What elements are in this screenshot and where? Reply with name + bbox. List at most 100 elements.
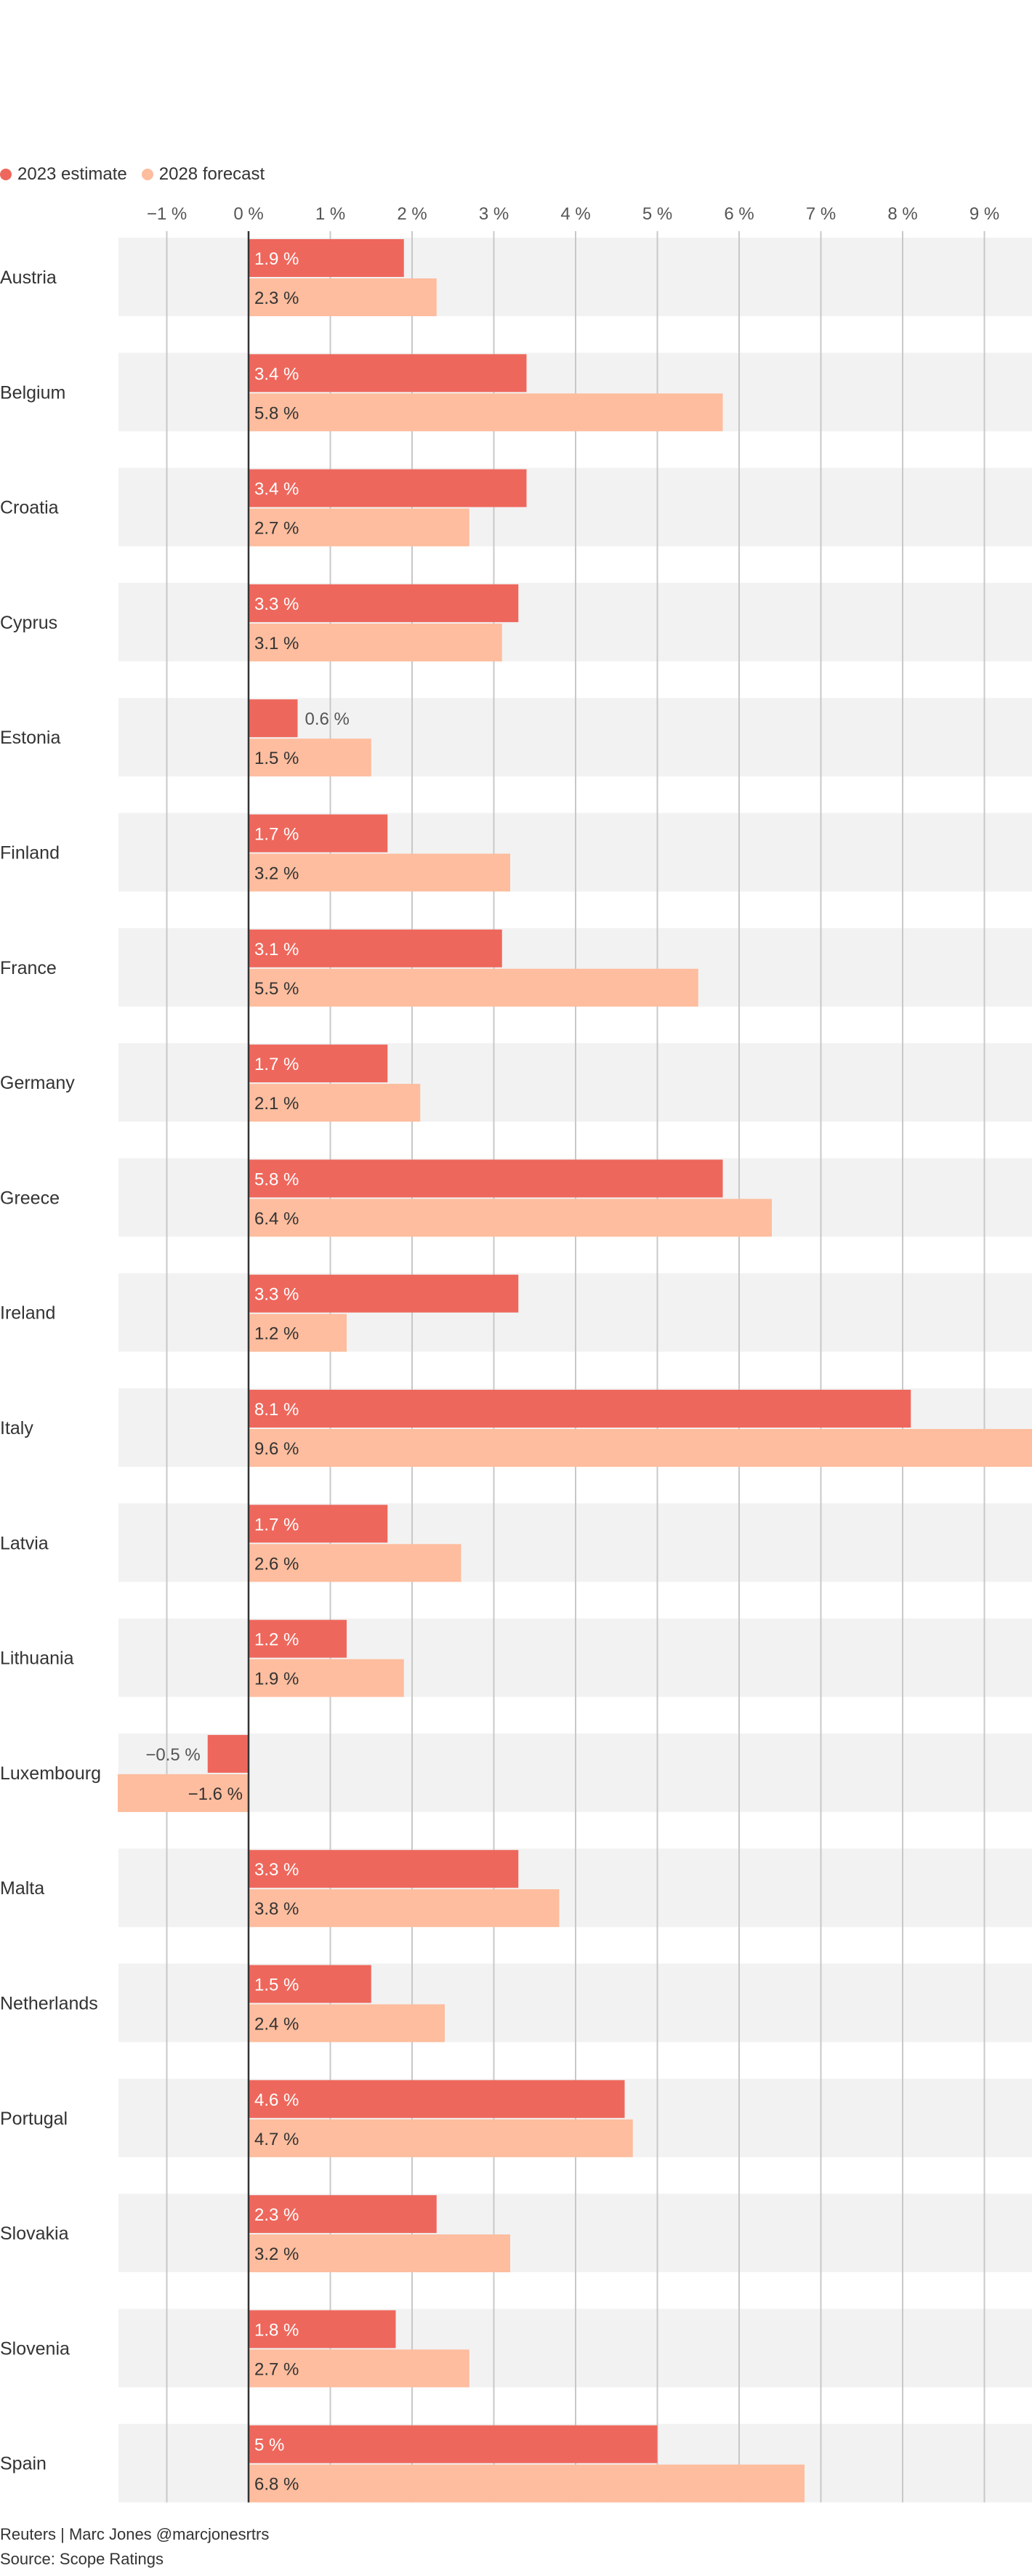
data-label: 1.2 %	[254, 1630, 299, 1650]
category-label: Finland	[0, 843, 60, 864]
bar	[249, 469, 527, 507]
data-label: 9.6 %	[254, 1439, 299, 1459]
y-axis-category-labels: Austria Belgium Croatia Cyprus Estonia Finlan…	[0, 267, 101, 2474]
data-label: 2.7 %	[254, 519, 299, 539]
data-label: 2.3 %	[254, 289, 299, 308]
bar	[249, 354, 527, 393]
category-label: Ireland	[0, 1303, 55, 1324]
category-label: Croatia	[0, 498, 59, 518]
x-tick-label: 1 %	[315, 204, 345, 224]
category-label: Netherlands	[0, 1994, 98, 2014]
category-label: Portugal	[0, 2109, 68, 2129]
bar	[249, 623, 502, 661]
data-label: −1.6 %	[188, 1784, 243, 1804]
bar	[249, 1429, 1032, 1467]
category-label: Estonia	[0, 728, 60, 748]
category-label: France	[0, 958, 57, 978]
data-label: 2.3 %	[254, 2205, 299, 2225]
footer-credit: Reuters | Marc Jones @marcjonesrtrs	[0, 2525, 270, 2543]
data-label: 3.4 %	[254, 364, 299, 384]
data-label: 1.2 %	[254, 1324, 299, 1344]
bar	[249, 1850, 519, 1888]
legend-item-2028-forecast: 2028 forecast	[141, 164, 265, 185]
category-label: Slovenia	[0, 2338, 70, 2359]
bars: 1.9 % 2.3 % 3.4 % 5.8 % 3.4 % 2.7 % 3.3 % 3.1 %…	[118, 239, 1032, 2503]
data-label: 8.1 %	[254, 1400, 299, 1420]
bar	[249, 2425, 658, 2463]
category-label: Cyprus	[0, 613, 57, 633]
bar	[249, 1084, 421, 1122]
data-label: 6.8 %	[254, 2475, 299, 2495]
bar	[249, 2349, 469, 2388]
x-axis-tick-labels: −1 % 0 % 1 % 2 % 3 % 4 % 5 % 6 % 7 % 8 % 9 %	[147, 204, 999, 224]
bar	[249, 738, 371, 777]
data-label: 1.5 %	[254, 749, 299, 768]
data-label: 1.8 %	[254, 2320, 299, 2340]
bar	[249, 584, 519, 622]
bar	[249, 1619, 347, 1658]
data-label: 2.6 %	[254, 1554, 299, 1574]
data-label: 1.7 %	[254, 825, 299, 845]
x-tick-label: 9 %	[969, 204, 999, 224]
bar	[249, 699, 298, 738]
bar	[249, 2310, 396, 2348]
x-tick-label: 6 %	[724, 204, 754, 224]
bar	[249, 2195, 437, 2234]
category-label: Spain	[0, 2454, 47, 2474]
bar	[249, 393, 723, 432]
bar	[249, 2004, 445, 2042]
bar	[249, 968, 698, 1007]
bar	[249, 1045, 388, 1083]
data-label: 5.5 %	[254, 979, 299, 999]
legend-label-2023-estimate: 2023 estimate	[17, 164, 127, 184]
x-tick-label: 4 %	[560, 204, 590, 224]
data-label: 3.3 %	[254, 1860, 299, 1880]
bar	[207, 1734, 249, 1773]
category-label: Lithuania	[0, 1649, 74, 1669]
data-label: 5 %	[254, 2436, 284, 2455]
bar	[249, 814, 388, 853]
data-label: 1.9 %	[254, 1670, 299, 1689]
data-label: 2.7 %	[254, 2359, 299, 2379]
bar	[249, 239, 404, 277]
bar	[249, 2464, 805, 2503]
bar	[249, 1965, 371, 2003]
x-gridlines	[166, 231, 985, 2503]
x-tick-label: 7 %	[806, 204, 836, 224]
bar	[249, 1659, 404, 1697]
category-label: Belgium	[0, 382, 65, 403]
data-label: 3.2 %	[254, 864, 299, 884]
data-label: 1.7 %	[254, 1515, 299, 1534]
bar	[118, 1774, 249, 1812]
data-label: 6.4 %	[254, 1209, 299, 1228]
bar	[249, 2080, 625, 2118]
legend-swatch-2023-estimate	[0, 169, 12, 180]
data-label: 1.5 %	[254, 1976, 299, 1995]
category-label: Italy	[0, 1418, 33, 1438]
data-label: 0.6 %	[305, 709, 350, 729]
x-tick-label: 5 %	[642, 204, 672, 224]
data-label: −0.5 %	[145, 1745, 200, 1765]
footer-source: Source: Scope Ratings	[0, 2550, 164, 2568]
data-label: 3.2 %	[254, 2245, 299, 2264]
legend-label-2028-forecast: 2028 forecast	[158, 164, 265, 184]
x-tick-label: −1 %	[147, 204, 187, 224]
bar	[249, 1889, 560, 1928]
bar	[249, 2119, 633, 2157]
bar	[249, 508, 469, 547]
x-tick-label: 0 %	[233, 204, 263, 224]
category-label: Austria	[0, 267, 57, 288]
bar	[249, 1505, 388, 1543]
data-label: 3.1 %	[254, 634, 299, 653]
x-tick-label: 2 %	[397, 204, 427, 224]
data-label: 4.7 %	[254, 2130, 299, 2149]
data-label: 3.1 %	[254, 940, 299, 959]
bar	[249, 1544, 461, 1582]
category-label: Luxembourg	[0, 1763, 101, 1784]
x-tick-label: 3 %	[479, 204, 509, 224]
bar	[249, 1199, 772, 1237]
chart-footer: Reuters | Marc Jones @marcjonesrtrs Sour…	[0, 2522, 269, 2572]
legend-swatch-2028-forecast	[141, 169, 153, 180]
bar	[249, 278, 437, 316]
data-label: 3.3 %	[254, 595, 299, 614]
